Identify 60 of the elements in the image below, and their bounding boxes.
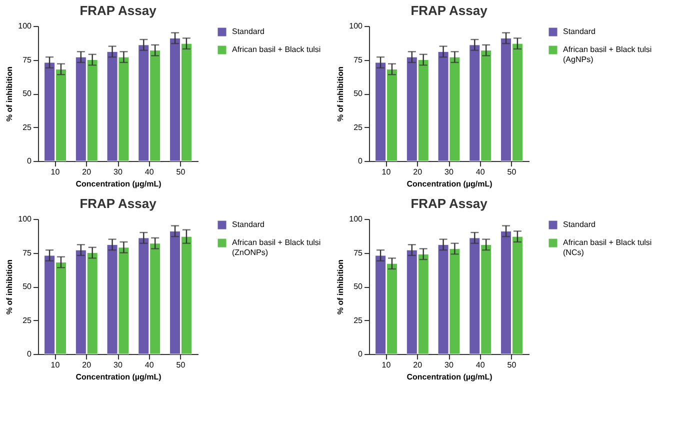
x-axis-title: Concentration (µg/mL) xyxy=(76,180,162,188)
y-tick-label: 75 xyxy=(22,55,32,64)
y-tick-label: 100 xyxy=(349,22,364,30)
legend-label: Standard xyxy=(232,220,264,229)
y-tick-label: 75 xyxy=(354,55,364,64)
y-tick-label: 25 xyxy=(22,316,32,325)
y-tick-label: 0 xyxy=(27,156,32,166)
x-tick-label: 40 xyxy=(476,168,486,176)
y-tick-label: 25 xyxy=(354,316,364,325)
legend-label: African basil + Black tulsi (AgNPs) xyxy=(563,45,652,64)
x-tick-label: 30 xyxy=(444,168,454,176)
y-tick-label: 25 xyxy=(22,122,32,132)
x-tick-label: 50 xyxy=(507,360,517,370)
x-tick-label: 30 xyxy=(444,360,454,370)
legend-label: African basil + Black tulsi (NCs) xyxy=(563,238,652,257)
chart-title: FRAP Assay xyxy=(80,196,158,211)
y-axis-title: % of inhibition xyxy=(336,66,346,122)
x-tick-label: 40 xyxy=(144,168,154,176)
chart-title: FRAP Assay xyxy=(410,196,488,211)
y-axis-title: % of inhibition xyxy=(5,66,14,122)
y-tick-label: 50 xyxy=(354,89,364,98)
x-tick-label: 30 xyxy=(114,168,123,176)
y-tick-label: 50 xyxy=(22,89,32,98)
y-axis-title: % of inhibition xyxy=(336,259,346,315)
x-axis-title: Concentration (µg/mL) xyxy=(406,180,493,188)
y-tick-label: 100 xyxy=(349,214,364,224)
y-tick-label: 0 xyxy=(358,156,364,166)
chart-title: FRAP Assay xyxy=(410,3,488,18)
y-tick-label: 0 xyxy=(27,350,32,358)
x-tick-label: 10 xyxy=(382,168,392,176)
x-tick-label: 30 xyxy=(114,360,123,370)
legend-label: African basil + Black tulsi xyxy=(232,45,321,54)
legend-label: Standard xyxy=(563,220,596,229)
x-tick-label: 40 xyxy=(144,360,154,370)
x-tick-label: 40 xyxy=(476,360,486,370)
y-tick-label: 100 xyxy=(18,22,32,30)
chart-title: FRAP Assay xyxy=(80,3,158,18)
x-tick-label: 10 xyxy=(382,360,392,370)
y-tick-label: 50 xyxy=(354,282,364,291)
y-tick-label: 50 xyxy=(22,282,32,291)
legend-label: Standard xyxy=(232,27,264,36)
y-tick-label: 25 xyxy=(354,122,364,132)
x-tick-label: 20 xyxy=(413,360,423,370)
legend-label: Standard xyxy=(563,27,596,36)
x-tick-label: 20 xyxy=(413,168,423,176)
x-tick-label: 20 xyxy=(82,168,92,176)
y-tick-label: 75 xyxy=(22,248,32,258)
y-axis-title: % of inhibition xyxy=(5,259,14,315)
x-axis-title: Concentration (µg/mL) xyxy=(406,372,493,382)
x-axis-title: Concentration (µg/mL) xyxy=(76,372,162,382)
legend-label: African basil + Black tulsi (ZnONPs) xyxy=(232,238,321,257)
y-tick-label: 75 xyxy=(354,248,364,258)
y-tick-label: 100 xyxy=(18,214,32,224)
x-tick-label: 50 xyxy=(507,168,517,176)
y-tick-label: 0 xyxy=(358,350,364,358)
x-tick-label: 10 xyxy=(50,360,60,370)
x-tick-label: 50 xyxy=(176,168,186,176)
x-tick-label: 10 xyxy=(50,168,60,176)
x-tick-label: 20 xyxy=(82,360,92,370)
x-tick-label: 50 xyxy=(176,360,186,370)
